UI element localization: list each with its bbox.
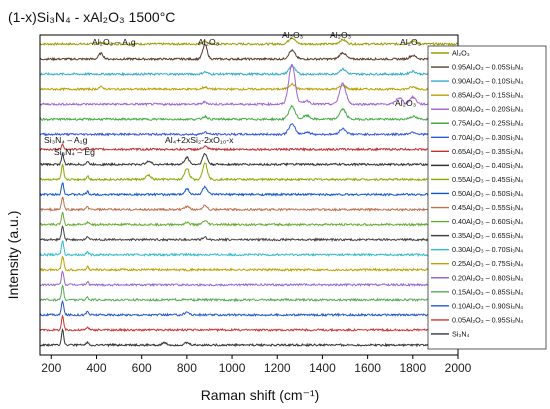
chart-title: (1-x)Si₃N₄ - xAl₂O₃ 1500°C	[8, 9, 175, 25]
legend-entry: 0.45Al₂O₃ – 0.55Si₃N₄	[452, 203, 523, 212]
annotation-label: Al₂O₃	[395, 98, 417, 108]
legend: Al₂O₃ 0.95Al₂O₃ – 0.05Si₃N₄ 0.90Al₂O₃ – 0.…	[431, 49, 523, 338]
legend-entry: 0.05Al₂O₃ – 0.95Si₃N₄	[452, 315, 523, 324]
series-line	[39, 225, 458, 243]
series-line	[39, 284, 458, 303]
annotation-label: Al₂O₃	[330, 30, 352, 40]
y-axis-title: Intensity (a.u.)	[5, 211, 21, 300]
annotation-label: Al₂O₃	[282, 30, 304, 40]
annotation-label: Al₄+2xSi₂-2xO₁₀-x	[165, 135, 234, 145]
series-line	[39, 151, 458, 167]
legend-box	[427, 45, 547, 350]
legend-entry: 0.55Al₂O₃ – 0.45Si₃N₄	[452, 175, 523, 184]
legend-entry: 0.10Al₂O₃ – 0.90Si₃N₄	[452, 301, 523, 310]
series-line	[39, 270, 458, 288]
legend-entry: Al₂O₃	[452, 49, 470, 58]
legend-entry: 0.70Al₂O₃ – 0.30Si₃N₄	[452, 133, 523, 142]
legend-entry: 0.15Al₂O₃ – 0.85Si₃N₄	[452, 287, 523, 296]
series-line	[39, 42, 458, 62]
series-line	[39, 211, 458, 227]
legend-entry: 0.30Al₂O₃ – 0.70Si₃N₄	[452, 245, 523, 254]
series-line	[39, 162, 458, 182]
x-tick-label: 200	[41, 361, 61, 375]
legend-entry: 0.95Al₂O₃ – 0.05Si₃N₄	[452, 63, 523, 72]
legend-entry: 0.25Al₂O₃ – 0.75Si₃N₄	[452, 259, 523, 268]
legend-entry: 0.75Al₂O₃ – 0.25Si₃N₄	[452, 119, 523, 128]
series-line	[39, 314, 458, 333]
x-tick-label: 800	[177, 361, 197, 375]
legend-entry: 0.40Al₂O₃ – 0.60Si₃N₄	[452, 217, 523, 226]
series-line	[39, 64, 458, 107]
x-tick-label: 600	[132, 361, 152, 375]
legend-entry: 0.90Al₂O₃ – 0.10Si₃N₄	[452, 77, 523, 86]
annotation-label: Si₃N₄ – A₁g	[44, 135, 88, 145]
series-line	[39, 37, 458, 47]
x-tick-label: 1000	[219, 361, 246, 375]
series-line	[39, 182, 458, 197]
series-line	[39, 65, 458, 77]
annotations: Al₂O₃ – A₁g Al₂O₃ Al₂O₃ Al₂O₃ Al₂O₃ Al₂O₃ Si₃N…	[44, 30, 422, 157]
x-tick-label: 2000	[445, 361, 472, 375]
legend-entry: Si₃N₄	[452, 329, 470, 338]
legend-entry: 0.35Al₂O₃ – 0.65Si₃N₄	[452, 231, 523, 240]
legend-entry: 0.50Al₂O₃ – 0.50Si₃N₄	[452, 189, 523, 198]
series-line	[39, 255, 458, 273]
series-layer	[39, 37, 458, 348]
legend-entry: 0.80Al₂O₃ – 0.20Si₃N₄	[452, 105, 523, 114]
annotation-label: Al₂O₃ – A₁g	[92, 37, 136, 47]
annotation-label: Al₂O₃	[198, 37, 220, 47]
series-line	[39, 82, 458, 92]
series-line	[39, 142, 458, 152]
legend-entry: 0.20Al₂O₃ – 0.80Si₃N₄	[452, 273, 523, 282]
annotation-label: Al₂O₃	[400, 37, 422, 47]
series-line	[39, 240, 458, 258]
x-tick-label: 1800	[399, 361, 426, 375]
x-tick-label: 1400	[309, 361, 336, 375]
series-line	[39, 123, 458, 137]
series-line	[39, 299, 458, 318]
x-ticks: 200 400 600 800 1000 1200 1400 1600 1800 2000	[41, 355, 472, 375]
legend-entry: 0.60Al₂O₃ – 0.40Si₃N₄	[452, 161, 523, 170]
x-tick-label: 1600	[354, 361, 381, 375]
x-tick-label: 1200	[264, 361, 291, 375]
x-tick-label: 400	[86, 361, 106, 375]
series-line	[39, 196, 458, 212]
legend-entry: 0.65Al₂O₃ – 0.35Si₃N₄	[452, 147, 523, 156]
annotation-label: Si₃N₄ – Eg	[54, 147, 95, 157]
series-line	[39, 104, 458, 122]
series-line	[40, 328, 458, 348]
legend-entry: 0.85Al₂O₃ – 0.15Si₃N₄	[452, 91, 523, 100]
x-axis-title: Raman shift (cm⁻¹)	[201, 387, 320, 403]
